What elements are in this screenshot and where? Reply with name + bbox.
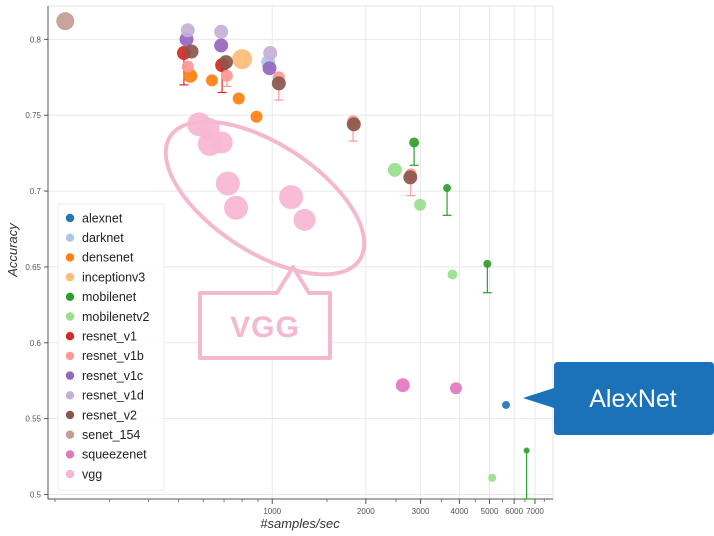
squeezenet-legend-marker (65, 450, 75, 459)
mobilenetv2-point (387, 162, 402, 177)
alexnet-callout: AlexNet (523, 362, 714, 435)
x-tick-label: 5000 (481, 507, 499, 516)
resnet_v1d-point (263, 46, 278, 61)
resnet_v1d-point (180, 23, 195, 38)
resnet_v1b-legend-marker (65, 351, 75, 361)
legend-items: alexnet darknet densenet inceptionv3 mobilen… (65, 211, 149, 481)
mobilenetv2-point (488, 473, 497, 482)
resnet_v2-point (184, 44, 199, 59)
x-axis-label: #samples/sec (260, 516, 340, 531)
mobilenetv2-point (447, 269, 458, 280)
resnet_v2-point (346, 117, 361, 132)
squeezenet-point (449, 382, 462, 395)
resnet_v1c-point (262, 61, 277, 76)
squeezenet-point (395, 378, 410, 393)
inceptionv3-legend-label: inceptionv3 (82, 270, 145, 284)
resnet_v2-legend-marker (65, 410, 75, 420)
x-tick-label: 1000 (263, 507, 281, 516)
resnet_v1-legend-marker (65, 332, 75, 341)
senet_154-legend-label: senet_154 (82, 428, 140, 442)
resnet_v1b-legend-label: resnet_v1b (82, 349, 144, 363)
vgg-point (224, 195, 249, 220)
resnet_v2-point (403, 170, 418, 185)
alexnet-point (502, 400, 511, 409)
x-tick-label: 7000 (526, 507, 544, 516)
vgg-point (215, 171, 240, 196)
senet_154-legend-marker (65, 430, 75, 439)
alexnet-legend-label: alexnet (82, 211, 123, 225)
vgg-callout-label: VGG (230, 311, 300, 344)
vgg-legend-marker (65, 469, 75, 479)
vgg-point (279, 185, 304, 210)
resnet_v2-point (218, 55, 233, 70)
resnet_v1d-legend-label: resnet_v1d (82, 389, 144, 403)
vgg-point (293, 208, 316, 231)
resnet_v1b-point (181, 60, 194, 73)
mobilenetv2-legend-marker (65, 312, 75, 321)
squeezenet-legend-label: squeezenet (82, 448, 147, 462)
y-tick-label: 0.65 (25, 263, 41, 272)
x-tick-label: 3000 (412, 507, 430, 516)
resnet_v1-legend-label: resnet_v1 (82, 330, 137, 344)
resnet_v2-point (271, 76, 286, 91)
alexnet-legend-marker (65, 213, 75, 223)
legend-box (57, 203, 165, 491)
resnet_v2-legend-label: resnet_v2 (82, 408, 137, 422)
alexnet-callout-box (523, 362, 714, 435)
densenet-legend-marker (65, 253, 75, 262)
axes (47, 6, 553, 500)
resnet_v1c-legend-marker (65, 371, 75, 380)
densenet-point (250, 110, 263, 123)
mobilenetv2-legend-label: mobilenetv2 (82, 310, 149, 324)
mobilenet-point (523, 447, 530, 454)
resnet_v1d-legend-marker (65, 391, 75, 400)
darknet-legend-marker (65, 233, 75, 242)
grid-lines (48, 6, 553, 499)
x-tick-label: 4000 (451, 507, 469, 516)
y-tick-label: 0.7 (30, 187, 42, 196)
alexnet-callout-label: AlexNet (589, 385, 677, 413)
mobilenet-point (483, 259, 492, 268)
mobilenetv2-point (414, 198, 427, 211)
resnet_v1d-point (214, 24, 229, 39)
resnet_v1b-point (220, 69, 233, 82)
x-tick-label: 2000 (357, 507, 375, 516)
y-axis-label: Accuracy (5, 222, 20, 278)
y-tick-label: 0.75 (25, 111, 41, 120)
inceptionv3-point (232, 49, 253, 70)
mobilenet-point (443, 184, 452, 193)
legend: alexnet darknet densenet inceptionv3 mobilen… (57, 203, 165, 491)
vgg-callout-box (198, 265, 332, 360)
y-tick-label: 0.5 (30, 490, 42, 499)
resnet_v1c-point (214, 38, 229, 53)
y-tick-labels: 0.8 0.75 0.7 0.65 0.6 0.55 0.5 (25, 35, 48, 499)
densenet-legend-label: densenet (82, 251, 134, 265)
darknet-legend-label: darknet (82, 231, 124, 245)
y-tick-label: 0.8 (30, 35, 42, 44)
inceptionv3-legend-marker (65, 272, 75, 282)
mobilenet-point (409, 137, 420, 148)
senet_154-point (56, 12, 75, 31)
mobilenet-legend-marker (65, 292, 75, 301)
resnet_v1c-legend-label: resnet_v1c (82, 369, 143, 383)
vgg-legend-label: vgg (82, 467, 102, 481)
vgg-point (210, 131, 233, 154)
y-tick-label: 0.6 (30, 339, 42, 348)
densenet-point (205, 74, 218, 87)
densenet-point (232, 92, 245, 105)
y-tick-label: 0.55 (25, 415, 41, 424)
x-tick-label: 6000 (505, 507, 523, 516)
data-points (56, 12, 530, 482)
x-tick-labels: 1000 2000 3000 4000 5000 6000 7000 (54, 499, 545, 516)
vgg-highlight-ellipse (163, 119, 367, 277)
mobilenet-legend-label: mobilenet (82, 290, 137, 304)
vgg-callout: VGG (163, 119, 367, 360)
